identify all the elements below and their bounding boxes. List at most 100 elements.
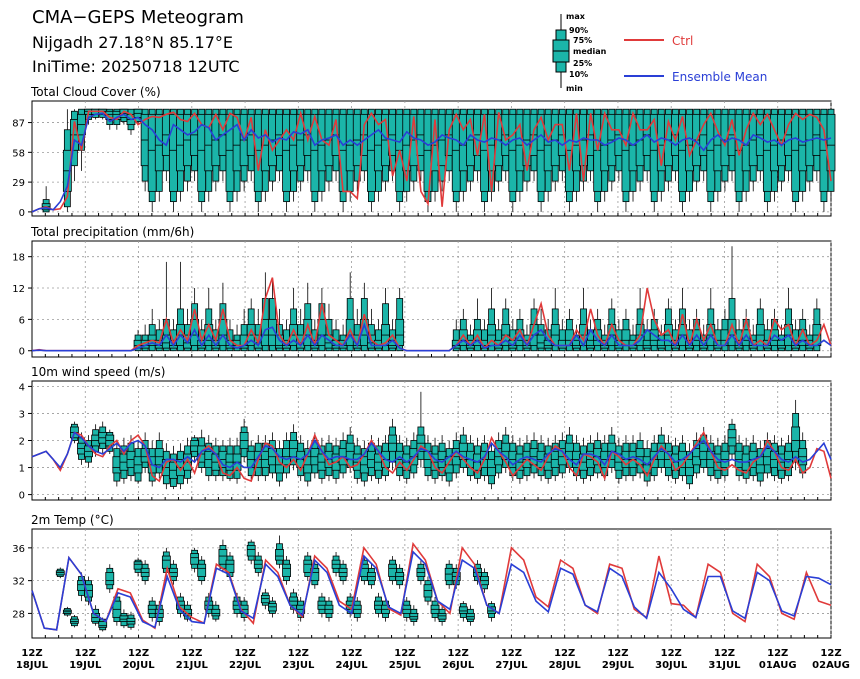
ensemble-box <box>324 597 334 622</box>
ensemble-box <box>685 443 694 490</box>
box-inner <box>246 544 256 557</box>
mean-series-line <box>31 550 832 631</box>
ensemble-box <box>161 261 171 352</box>
y-tick-label: 0 <box>19 491 25 502</box>
ensemble-box <box>126 611 136 630</box>
y-tick-label: 58 <box>12 148 25 159</box>
x-tick-label-hour: 12Z <box>394 648 415 659</box>
ensemble-box <box>727 418 737 460</box>
y-tick-label: 12 <box>12 284 25 295</box>
x-tick-label-date: 02AUG <box>812 660 850 671</box>
ensemble-box <box>720 435 730 482</box>
panel-0: Total Cloud Cover (%) 0 29 58 87 <box>12 85 836 219</box>
ensemble-box <box>197 556 207 585</box>
x-tick-label-date: 28JUL <box>549 660 582 671</box>
x-tick-label-hour: 12Z <box>448 648 469 659</box>
ensemble-box <box>395 288 405 352</box>
y-tick-label: 18 <box>12 253 25 264</box>
x-tick-label-hour: 12Z <box>661 648 682 659</box>
box-inner <box>395 318 405 346</box>
legend-label-max: max <box>566 12 586 21</box>
x-tick-label-date: 24JUL <box>336 660 369 671</box>
panel-title: 2m Temp (°C) <box>31 513 114 527</box>
x-tick-label-date: 01AUG <box>759 660 797 671</box>
mean-series-line <box>31 431 832 469</box>
panel-title: Total precipitation (mm/6h) <box>30 225 194 239</box>
box-inner <box>98 621 108 628</box>
ensemble-box <box>105 564 115 593</box>
x-tick-label-date: 21JUL <box>176 660 209 671</box>
ensemble-box <box>289 424 299 471</box>
box-inner <box>282 563 291 577</box>
ensemble-box <box>84 576 93 606</box>
ensemble-box <box>140 560 150 585</box>
y-tick-label: 87 <box>12 119 25 130</box>
x-tick-label-hour: 12Z <box>341 648 362 659</box>
box-inner <box>423 584 433 598</box>
ensemble-box <box>282 556 291 585</box>
box-inner <box>409 613 419 620</box>
x-tick-label-hour: 12Z <box>554 648 575 659</box>
y-tick-label: 0 <box>19 347 25 358</box>
ensemble-box <box>246 539 256 565</box>
y-tick-label: 6 <box>19 315 25 326</box>
legend-label-10: 10% <box>569 70 588 79</box>
box-inner <box>268 603 277 612</box>
x-tick-label-date: 20JUL <box>122 660 155 671</box>
panel-2: 10m wind speed (m/s) 0 1 2 3 4 <box>19 365 832 502</box>
ensemble-box <box>211 601 221 622</box>
box-inner <box>55 570 65 576</box>
ensemble-box <box>268 277 277 352</box>
ensemble-box <box>317 108 327 202</box>
ensemble-box <box>303 282 313 352</box>
box-inner <box>105 572 115 586</box>
ensemble-box <box>501 426 511 473</box>
panel-title: Total Cloud Cover (%) <box>30 85 161 99</box>
legend-label-median: median <box>573 47 607 56</box>
box-inner <box>126 617 136 625</box>
y-tick-label: 28 <box>12 609 25 620</box>
ensemble-box <box>70 615 79 628</box>
ensemble-box <box>352 597 362 622</box>
location-label: Nijgadh 27.18°N 85.17°E <box>32 33 233 52</box>
panel-3: 2m Temp (°C) 28 32 36 <box>12 513 832 639</box>
x-tick-label-hour: 12Z <box>501 648 522 659</box>
x-tick-label-hour: 12Z <box>767 648 788 659</box>
x-tick-label-hour: 12Z <box>288 648 309 659</box>
x-tick-label-date: 18JUL <box>16 660 49 671</box>
ctrl-series-line <box>31 430 832 483</box>
ensemble-box <box>437 605 447 626</box>
ensemble-box <box>798 432 808 479</box>
x-tick-label-hour: 12Z <box>820 648 841 659</box>
x-tick-label-hour: 12Z <box>607 648 628 659</box>
x-tick-label-hour: 12Z <box>714 648 735 659</box>
ensemble-box <box>253 551 263 577</box>
legend-ctrl-label: Ctrl <box>672 34 693 48</box>
ensemble-box <box>395 564 405 589</box>
y-tick-label: 29 <box>12 178 25 189</box>
ensemble-box <box>826 108 836 202</box>
ensemble-box <box>62 606 72 617</box>
box-inner <box>190 553 200 565</box>
y-tick-label: 0 <box>19 208 25 219</box>
x-tick-label-hour: 12Z <box>234 648 255 659</box>
ensemble-box <box>416 560 426 585</box>
box-inner <box>70 618 79 624</box>
ensemble-box <box>621 308 631 352</box>
box-inner <box>437 613 447 620</box>
box-inner <box>211 608 221 617</box>
chart-title: CMA−GEPS Meteogram <box>32 7 244 28</box>
ensemble-box <box>239 418 249 463</box>
ensemble-box <box>734 435 744 482</box>
ensemble-box <box>755 298 765 352</box>
box-inner <box>826 113 836 172</box>
legend-label-min: min <box>566 84 583 93</box>
ensemble-box <box>423 576 433 606</box>
x-tick-label-date: 30JUL <box>655 660 688 671</box>
ensemble-box <box>169 560 178 585</box>
legend-label-90: 90% <box>569 26 588 35</box>
mean-series-line <box>31 322 832 352</box>
box-inner <box>260 594 270 604</box>
legend: max 90% 75% median 25% 10% min Ctrl Ense… <box>552 12 767 93</box>
ensemble-box <box>713 437 723 484</box>
